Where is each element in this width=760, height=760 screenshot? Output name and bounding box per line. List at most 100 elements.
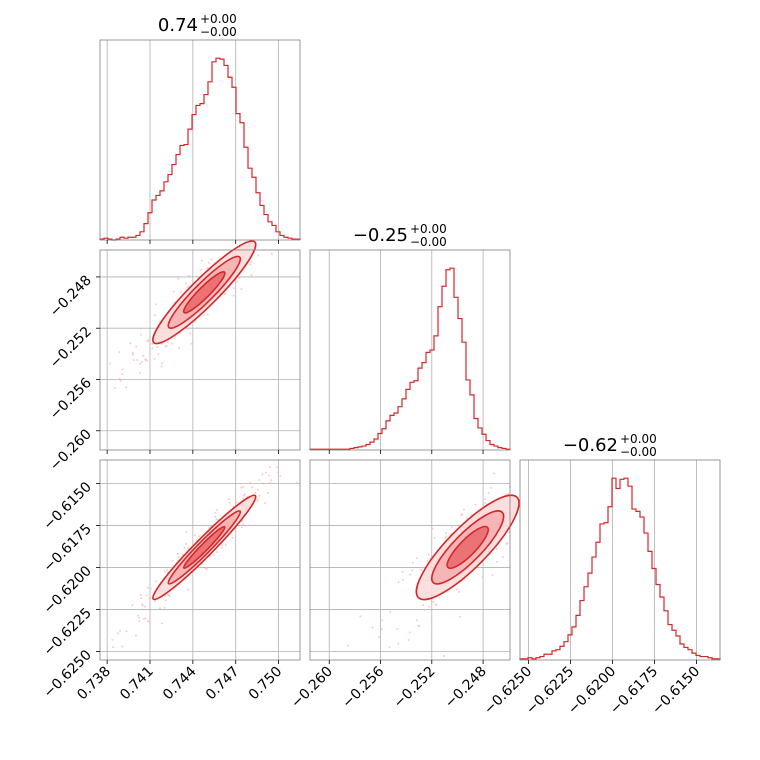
title-upper-0: +0.00 [200, 12, 237, 26]
scatter-point [190, 342, 193, 345]
scatter-point [187, 327, 190, 330]
panel-frame [99, 249, 301, 451]
scatter-point [206, 313, 209, 316]
scatter-point [138, 616, 141, 619]
scatter-point [129, 342, 132, 345]
title-upper-2: +0.00 [620, 432, 657, 446]
scatter-point [144, 358, 147, 361]
panel-frame [99, 39, 301, 241]
scatter-point [251, 486, 254, 489]
scatter-point [164, 599, 167, 602]
scatter-point [501, 556, 504, 559]
scatter-point [460, 514, 463, 517]
panel-frame [519, 459, 721, 661]
title-upper-1: +0.00 [410, 222, 447, 236]
scatter-point [269, 481, 272, 484]
scatter-point [166, 568, 169, 571]
scatter-point [210, 258, 213, 261]
scatter-point [242, 485, 245, 488]
scatter-point [145, 594, 148, 597]
scatter-point [147, 339, 150, 342]
scatter-point [212, 554, 215, 557]
scatter-point [438, 596, 441, 599]
scatter-point [141, 603, 144, 606]
scatter-point [409, 573, 412, 576]
scatter-point [423, 608, 426, 611]
scatter-point [178, 346, 181, 349]
scatter-point [428, 605, 431, 608]
scatter-point [165, 344, 168, 347]
scatter-point [277, 471, 280, 474]
panel-2-1: −0.260 −0.256 −0.252 −0.248 [288, 459, 520, 712]
scatter-point [258, 494, 261, 497]
scatter-point [484, 498, 487, 501]
scatter-point [411, 569, 414, 572]
scatter-point [138, 620, 141, 623]
x-tick-label: 0.750 [246, 664, 286, 704]
scatter-point [151, 347, 154, 350]
scatter-point [139, 362, 142, 365]
scatter-point [195, 275, 198, 278]
scatter-point [254, 491, 257, 494]
scatter-point [140, 597, 143, 600]
scatter-point [445, 532, 448, 535]
x-tick-label: 0.744 [160, 663, 200, 703]
title-value-2: −0.62 [563, 435, 618, 456]
scatter-point [240, 486, 243, 489]
scatter-point [118, 351, 121, 354]
scatter-point [228, 501, 231, 504]
scatter-point [462, 508, 465, 511]
scatter-point [170, 342, 173, 345]
scatter-point [146, 620, 149, 623]
scatter-point [380, 628, 383, 631]
scatter-point [163, 606, 166, 609]
title-lower-2: −0.00 [620, 445, 657, 459]
scatter-point [206, 267, 209, 270]
scatter-point [185, 530, 188, 533]
scatter-point [415, 619, 418, 622]
scatter-point [250, 260, 253, 263]
scatter-point [417, 625, 420, 628]
scatter-point [371, 626, 374, 629]
contour-level-3 [446, 525, 490, 570]
scatter-point [249, 263, 252, 266]
scatter-point [407, 639, 410, 642]
scatter-point [156, 345, 159, 348]
scatter-point [450, 526, 453, 529]
contour-level-3 [182, 525, 226, 570]
scatter-point [108, 362, 111, 365]
scatter-point [270, 479, 273, 482]
x-tick-label: −0.252 [391, 664, 439, 712]
scatter-point [202, 314, 205, 317]
scatter-point [243, 493, 246, 496]
title-value-0: 0.74 [158, 15, 198, 36]
scatter-point [189, 332, 192, 335]
scatter-point [183, 546, 186, 549]
scatter-point [140, 333, 143, 336]
scatter-point [136, 614, 139, 617]
scatter-point [171, 559, 174, 562]
x-tick-label: 0.741 [117, 664, 157, 704]
scatter-point [125, 386, 128, 389]
scatter-point [232, 294, 235, 297]
panel-1-0: −0.260−0.256−0.252−0.248 [47, 240, 301, 474]
scatter-point [267, 474, 270, 477]
scatter-point [490, 486, 493, 489]
scatter-point [433, 536, 436, 539]
panel-0-0: 0.74 +0.00−0.00 [99, 12, 301, 244]
scatter-point [188, 274, 191, 277]
scatter-point [474, 503, 477, 506]
scatter-point [125, 630, 128, 633]
scatter-point [431, 527, 434, 530]
scatter-point [396, 627, 399, 630]
scatter-point [168, 594, 171, 597]
scatter-point [119, 629, 122, 632]
scatter-point [214, 515, 217, 518]
scatter-point [216, 551, 219, 554]
scatter-point [381, 619, 384, 622]
title-lower-1: −0.00 [410, 235, 447, 249]
y-tick-label: −0.260 [47, 426, 95, 474]
scatter-point [207, 261, 210, 264]
scatter-point [240, 288, 243, 291]
scatter-point [427, 553, 430, 556]
